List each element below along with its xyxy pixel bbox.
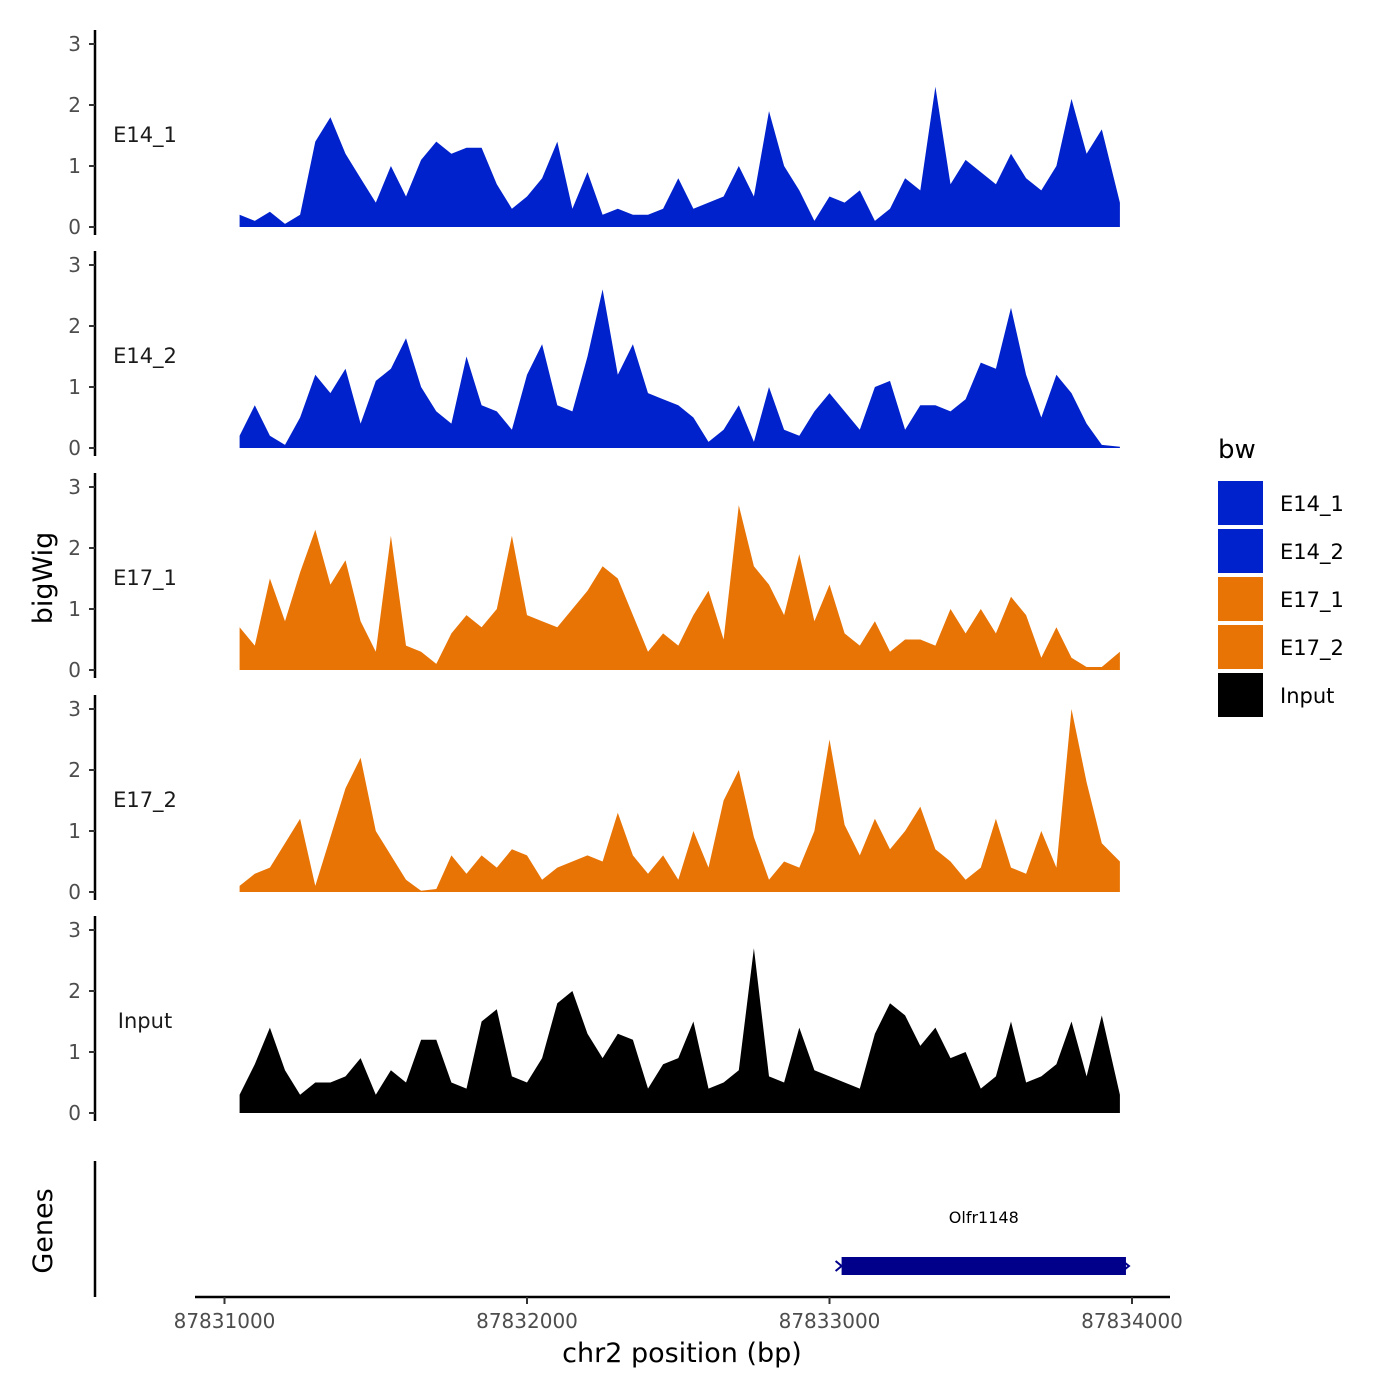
y-tick-label: 2 [68,536,81,560]
legend-swatch-Input [1218,673,1263,717]
gene-panel: Olfr1148 [93,1161,1131,1297]
y-tick-label: 1 [68,597,81,621]
track-label-Input: Input [118,1009,172,1033]
y-tick-label: 3 [68,918,81,942]
legend-swatch-E14_2 [1218,529,1263,573]
track-E17_1: 0 1 2 3 E17_1 [68,473,1120,682]
y-tick-label: 3 [68,697,81,721]
legend-swatch-E14_1 [1218,481,1263,525]
y-tick-label: 3 [68,32,81,56]
signal-tracks: 0 1 2 3 E14_1 0 1 2 3 E14_2 0 1 2 3 E17_1 0 1 2 3 E17_2 0 1 2 3… [68,30,1120,1125]
track-label-E17_1: E17_1 [113,566,177,591]
legend-label-Input: Input [1280,684,1334,708]
y-tick-label: 1 [68,1040,81,1064]
y-tick-label: 2 [68,314,81,338]
track-Input: 0 1 2 3 Input [68,916,1120,1125]
y-tick-label: 3 [68,475,81,499]
x-tick-label: 87834000 [1081,1309,1183,1333]
y-tick-label: 1 [68,375,81,399]
legend-label-E17_2: E17_2 [1280,636,1344,661]
y-tick-label: 3 [68,253,81,277]
y-tick-label: 1 [68,819,81,843]
x-axis-title: chr2 position (bp) [562,1338,802,1369]
y-axis-title: bigWig [28,532,59,625]
signal-area-E14_2 [239,289,1120,448]
track-E14_1: 0 1 2 3 E14_1 [68,30,1120,239]
y-tick-label: 0 [68,880,81,904]
x-axis: 87831000 87832000 87833000 87834000 [174,1295,1183,1333]
x-tick-label: 87831000 [174,1309,276,1333]
x-tick-label: 87833000 [779,1309,881,1333]
track-label-E17_2: E17_2 [113,788,177,813]
legend-label-E14_1: E14_1 [1280,492,1344,517]
track-label-E14_1: E14_1 [113,123,177,148]
y-tick-label: 2 [68,758,81,782]
legend-label-E17_1: E17_1 [1280,588,1344,613]
y-tick-label: 1 [68,154,81,178]
gene-strand-arrow [834,1260,844,1272]
y-tick-label: 0 [68,215,81,239]
y-tick-label: 2 [68,979,81,1003]
gene-strand-arrow [1123,1261,1131,1271]
y-tick-label: 2 [68,93,81,117]
legend: bw E14_1 E14_2 E17_1 E17_2 Input [1218,435,1344,717]
gene-body-Olfr1148 [841,1257,1126,1275]
gene-label-Olfr1148: Olfr1148 [949,1208,1019,1227]
signal-area-E17_2 [239,709,1120,892]
track-label-E14_2: E14_2 [113,344,177,369]
genes-axis-title: Genes [28,1188,59,1273]
signal-area-E14_1 [239,86,1120,227]
signal-area-Input [239,948,1120,1113]
signal-area-E17_1 [239,505,1120,670]
legend-label-E14_2: E14_2 [1280,540,1344,565]
y-tick-label: 0 [68,436,81,460]
legend-title: bw [1218,435,1256,465]
legend-swatch-E17_1 [1218,577,1263,621]
legend-swatch-E17_2 [1218,625,1263,669]
track-E17_2: 0 1 2 3 E17_2 [68,695,1120,904]
x-tick-label: 87832000 [476,1309,578,1333]
y-tick-label: 0 [68,658,81,682]
track-E14_2: 0 1 2 3 E14_2 [68,251,1120,460]
y-tick-label: 0 [68,1101,81,1125]
